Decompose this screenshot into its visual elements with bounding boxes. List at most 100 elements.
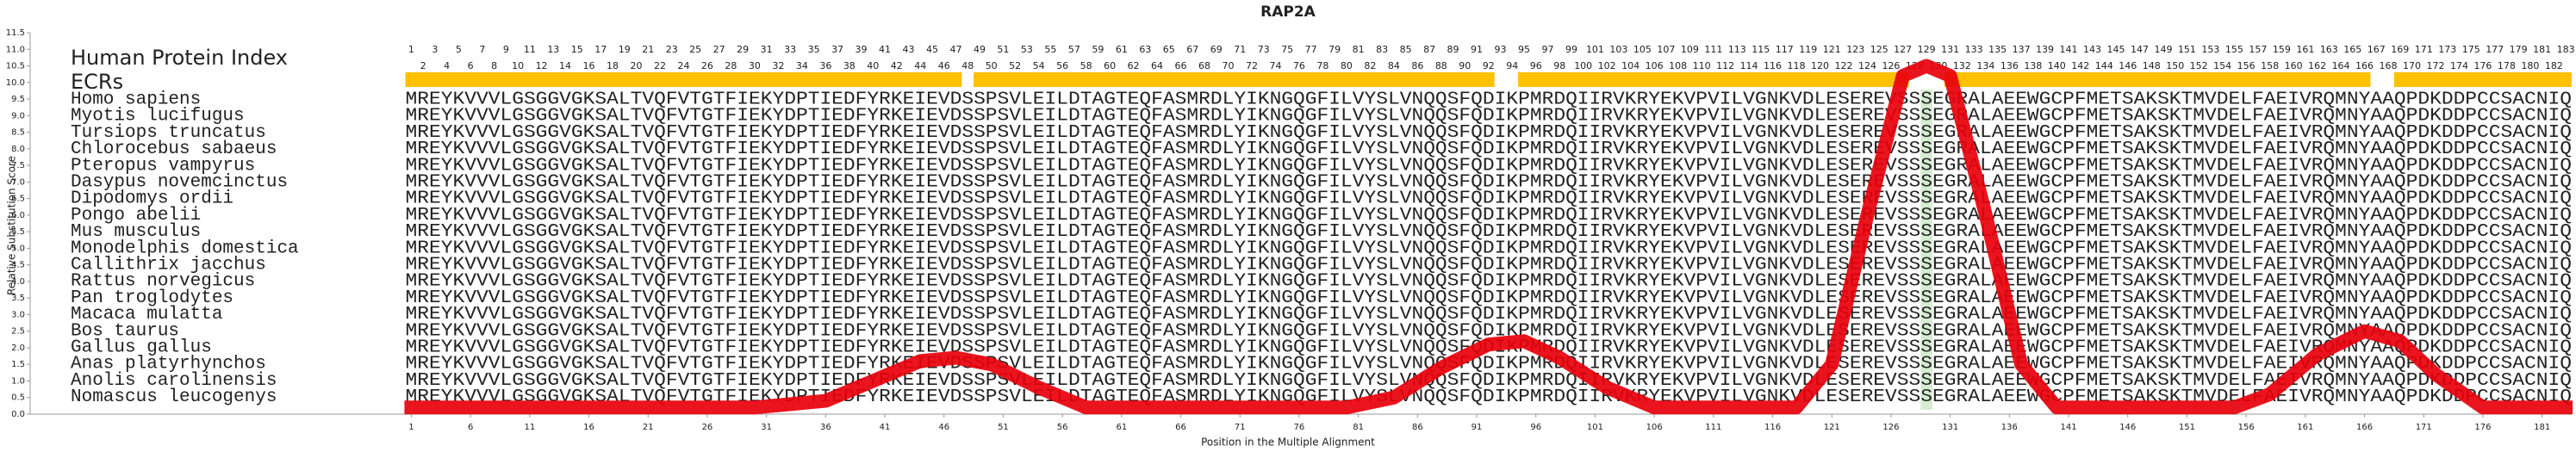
protein-index: 131 xyxy=(1941,44,1959,55)
species-name: Tursiops truncatus xyxy=(71,123,266,143)
species-name: Callithrix jacchus xyxy=(71,256,266,276)
protein-index: 79 xyxy=(1328,44,1341,55)
y-axis-label: Relative Substitution Score xyxy=(6,156,18,295)
x-tick-label: 71 xyxy=(1235,423,1246,432)
protein-index: 106 xyxy=(1646,60,1664,71)
x-tick-label: 161 xyxy=(2297,423,2313,432)
chart-title: RAP2A xyxy=(1260,3,1316,21)
protein-index: 118 xyxy=(1788,60,1806,71)
protein-index: 7 xyxy=(479,44,485,55)
protein-index: 25 xyxy=(689,44,701,55)
species-name: Dasypus novemcinctus xyxy=(71,173,288,193)
sequence: MREYKVVVLGSGGVGKSALTVQFVTGTFIEKYDPTIEDFY… xyxy=(406,123,2572,143)
protein-index: 1 xyxy=(408,44,414,55)
protein-index: 134 xyxy=(1976,60,1994,71)
protein-index: 163 xyxy=(2320,44,2338,55)
y-tick-label: 4.0 xyxy=(11,277,25,287)
species-name: Pongo abelii xyxy=(71,206,201,226)
index-title: Human Protein Index xyxy=(71,46,288,70)
protein-index: 125 xyxy=(1870,44,1888,55)
x-tick-label: 21 xyxy=(643,423,654,432)
ecr-bar xyxy=(1518,72,1909,87)
protein-index: 34 xyxy=(796,60,808,71)
protein-index: 114 xyxy=(1740,60,1758,71)
protein-index: 28 xyxy=(725,60,737,71)
protein-index: 105 xyxy=(1633,44,1652,55)
protein-index: 45 xyxy=(926,44,938,55)
protein-index: 64 xyxy=(1151,60,1163,71)
protein-index: 171 xyxy=(2415,44,2433,55)
protein-index: 138 xyxy=(2024,60,2042,71)
x-tick-label: 86 xyxy=(1412,423,1423,432)
protein-index: 108 xyxy=(1669,60,1687,71)
protein-index: 81 xyxy=(1353,44,1365,55)
sequence: MREYKVVVLGSGGVGKSALTVQFVTGTFIEKYDPTIEDFY… xyxy=(406,107,2572,127)
protein-index: 53 xyxy=(1021,44,1033,55)
protein-index: 122 xyxy=(1834,60,1852,71)
protein-index: 61 xyxy=(1116,44,1128,55)
x-tick-label: 96 xyxy=(1530,423,1541,432)
protein-index: 170 xyxy=(2403,60,2421,71)
species-name: Gallus gallus xyxy=(71,338,212,358)
species-name: Bos taurus xyxy=(71,321,179,341)
protein-index: 13 xyxy=(547,44,559,55)
protein-index: 136 xyxy=(2000,60,2019,71)
x-tick-label: 51 xyxy=(998,423,1009,432)
protein-index: 103 xyxy=(1609,44,1627,55)
protein-index: 86 xyxy=(1411,60,1423,71)
protein-index: 111 xyxy=(1704,44,1722,55)
species-name: Macaca mulatta xyxy=(71,305,222,325)
x-tick-label: 31 xyxy=(761,423,772,432)
x-tick-label: 121 xyxy=(1824,423,1840,432)
x-tick-label: 126 xyxy=(1882,423,1899,432)
sequence: MREYKVVVLGSGGVGKSALTVQFVTGTFIEKYDPTIEDFY… xyxy=(406,272,2572,292)
protein-index: 15 xyxy=(571,44,583,55)
protein-index: 117 xyxy=(1776,44,1794,55)
protein-index: 168 xyxy=(2380,60,2398,71)
y-tick-label: 1.0 xyxy=(11,376,25,386)
x-tick-label: 76 xyxy=(1294,423,1305,432)
protein-index: 121 xyxy=(1823,44,1841,55)
sequence: MREYKVVVLGSGGVGKSALTVQFVTGTFIEKYDPTIEDFY… xyxy=(406,156,2572,176)
x-tick-label: 16 xyxy=(583,423,594,432)
x-tick-label: 46 xyxy=(938,423,949,432)
protein-index: 173 xyxy=(2438,44,2456,55)
protein-index: 95 xyxy=(1518,44,1530,55)
protein-index: 143 xyxy=(2083,44,2101,55)
sequence: MREYKVVVLGSGGVGKSALTVQFVTGTFIEKYDPTIEDFY… xyxy=(406,288,2572,308)
y-tick-label: 2.0 xyxy=(11,344,25,353)
protein-index: 100 xyxy=(1574,60,1592,71)
species-name: Anas platyrhynchos xyxy=(71,355,266,375)
protein-index: 179 xyxy=(2510,44,2528,55)
protein-index: 112 xyxy=(1716,60,1734,71)
protein-index: 32 xyxy=(772,60,784,71)
protein-index: 129 xyxy=(1918,44,1936,55)
protein-index: 75 xyxy=(1281,44,1293,55)
protein-index: 127 xyxy=(1894,44,1912,55)
protein-index: 141 xyxy=(2060,44,2078,55)
x-tick-label: 111 xyxy=(1705,423,1721,432)
protein-index: 83 xyxy=(1376,44,1388,55)
y-tick-label: 9.0 xyxy=(11,111,25,121)
protein-index: 151 xyxy=(2178,44,2196,55)
protein-index: 177 xyxy=(2486,44,2504,55)
protein-index: 6 xyxy=(468,60,474,71)
protein-index: 80 xyxy=(1341,60,1353,71)
x-tick-label: 91 xyxy=(1472,423,1483,432)
protein-index: 140 xyxy=(2048,60,2066,71)
x-tick-label: 141 xyxy=(2060,423,2076,432)
protein-index: 18 xyxy=(607,60,619,71)
protein-index: 158 xyxy=(2261,60,2279,71)
protein-index: 40 xyxy=(867,60,879,71)
protein-index: 69 xyxy=(1210,44,1223,55)
y-tick-label: 10.5 xyxy=(6,62,25,71)
protein-index: 119 xyxy=(1799,44,1817,55)
protein-index: 44 xyxy=(914,60,926,71)
species-name: Homo sapiens xyxy=(71,90,201,110)
species-name: Anolis carolinensis xyxy=(71,371,277,391)
protein-index: 30 xyxy=(749,60,761,71)
protein-index: 84 xyxy=(1388,60,1400,71)
protein-index: 167 xyxy=(2368,44,2386,55)
protein-index: 97 xyxy=(1541,44,1553,55)
